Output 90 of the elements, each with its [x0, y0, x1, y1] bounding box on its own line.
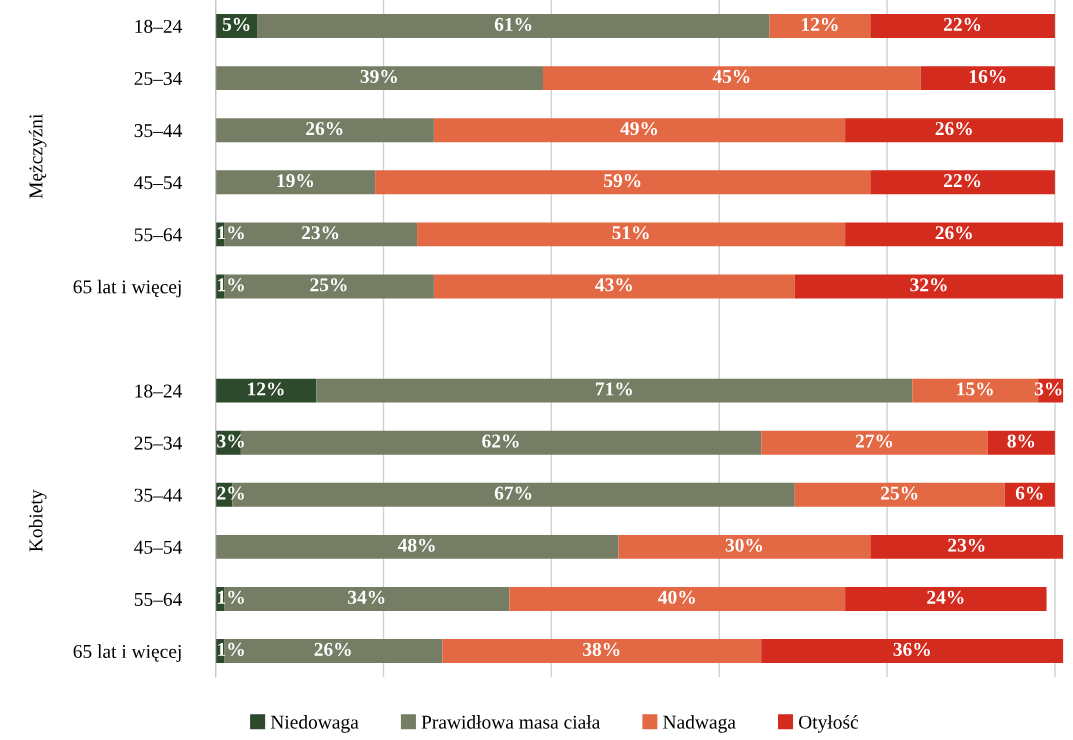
bar — [542, 66, 921, 91]
data-label: 23% — [301, 226, 339, 240]
data-label: 5% — [222, 17, 250, 31]
data-label: 22% — [944, 17, 981, 31]
y-tick-label: 18–24 — [135, 19, 183, 33]
bar — [618, 534, 871, 559]
data-label: 12% — [248, 382, 284, 396]
text: Kobiety — [28, 489, 47, 552]
data-label: 51% — [612, 226, 649, 240]
data-label: 25% — [881, 486, 918, 500]
data-label: 38% — [583, 642, 620, 656]
data-label: 8% — [1007, 434, 1035, 448]
legend-label: Niedowaga — [270, 715, 359, 733]
bar — [870, 534, 1064, 559]
y-tick-label: 45–54 — [134, 176, 183, 190]
data-label: 25% — [310, 278, 347, 292]
y-tick-label: 55–64 — [134, 592, 183, 606]
bar — [794, 274, 1064, 299]
data-label: 6% — [1015, 486, 1043, 500]
data-label: 36% — [893, 642, 930, 656]
bar — [761, 430, 988, 455]
bar — [987, 430, 1055, 455]
y-tick-label: 45–54 — [134, 540, 183, 554]
y-tick-label: 18–24 — [135, 384, 183, 398]
bar — [920, 66, 1055, 91]
bar — [215, 118, 434, 143]
data-label: 27% — [855, 434, 893, 448]
bar — [769, 14, 871, 39]
bar — [417, 222, 846, 247]
data-label: 24% — [927, 590, 964, 604]
data-label: 30% — [725, 538, 763, 552]
data-label: 26% — [306, 121, 343, 136]
legend-label: Nadwaga — [663, 715, 736, 733]
data-label: 39% — [360, 69, 397, 84]
data-label: 45% — [712, 69, 750, 84]
bar — [509, 586, 846, 611]
bar — [845, 586, 1047, 611]
y-tick-label: 65 lat i więcej — [73, 644, 181, 662]
bar — [845, 118, 1064, 143]
data-label: 23% — [948, 538, 985, 552]
y-tick-label: 25–34 — [134, 72, 183, 86]
data-label: 3% — [1034, 382, 1062, 396]
data-label: 61% — [494, 17, 532, 31]
legend-label: Prawidłowa masa ciała — [421, 715, 601, 729]
data-label: 15% — [957, 382, 993, 396]
data-label: 34% — [348, 590, 385, 604]
data-label: 62% — [482, 434, 519, 448]
data-label: 67% — [494, 486, 532, 500]
data-label: 22% — [944, 174, 981, 188]
data-label: 40% — [658, 590, 695, 604]
data-label: 2% — [217, 486, 244, 500]
data-label: 43% — [595, 278, 632, 292]
bar — [215, 534, 619, 559]
y-tick-label: 55–64 — [134, 228, 183, 242]
y-tick-label: 35–44 — [134, 124, 183, 138]
data-label: 71% — [596, 382, 632, 396]
y-tick-label: 35–44 — [134, 488, 183, 502]
data-label: 26% — [935, 226, 972, 240]
bar — [870, 14, 1055, 39]
data-label: 1% — [218, 278, 244, 292]
bar — [433, 118, 846, 143]
y-tick-label: 25–34 — [134, 436, 183, 450]
data-label: 32% — [910, 278, 947, 292]
data-label: 16% — [969, 69, 1006, 84]
bar — [433, 274, 795, 299]
data-label: 26% — [935, 121, 972, 136]
data-label: 1% — [218, 590, 244, 604]
bar — [794, 482, 1005, 507]
text: Mężczyźni — [28, 113, 47, 199]
data-label: 19% — [277, 174, 314, 188]
bar — [870, 170, 1055, 195]
data-label: 1% — [218, 226, 244, 240]
bar — [257, 14, 770, 39]
bar — [375, 170, 871, 195]
bar — [316, 378, 913, 403]
bar — [215, 170, 376, 195]
bar — [442, 639, 762, 664]
data-label: 3% — [217, 434, 244, 448]
y-tick-label: 65 lat i więcej — [73, 279, 181, 298]
data-label: 26% — [314, 642, 351, 656]
bar — [845, 222, 1064, 247]
legend-label: Otyłość — [798, 715, 859, 733]
data-label: 48% — [397, 538, 435, 552]
data-label: 12% — [802, 17, 838, 31]
bar — [215, 66, 543, 91]
bar — [215, 378, 317, 403]
data-label: 1% — [218, 642, 244, 656]
data-label: 49% — [620, 121, 658, 136]
data-label: 59% — [604, 174, 641, 188]
bar — [761, 639, 1064, 664]
